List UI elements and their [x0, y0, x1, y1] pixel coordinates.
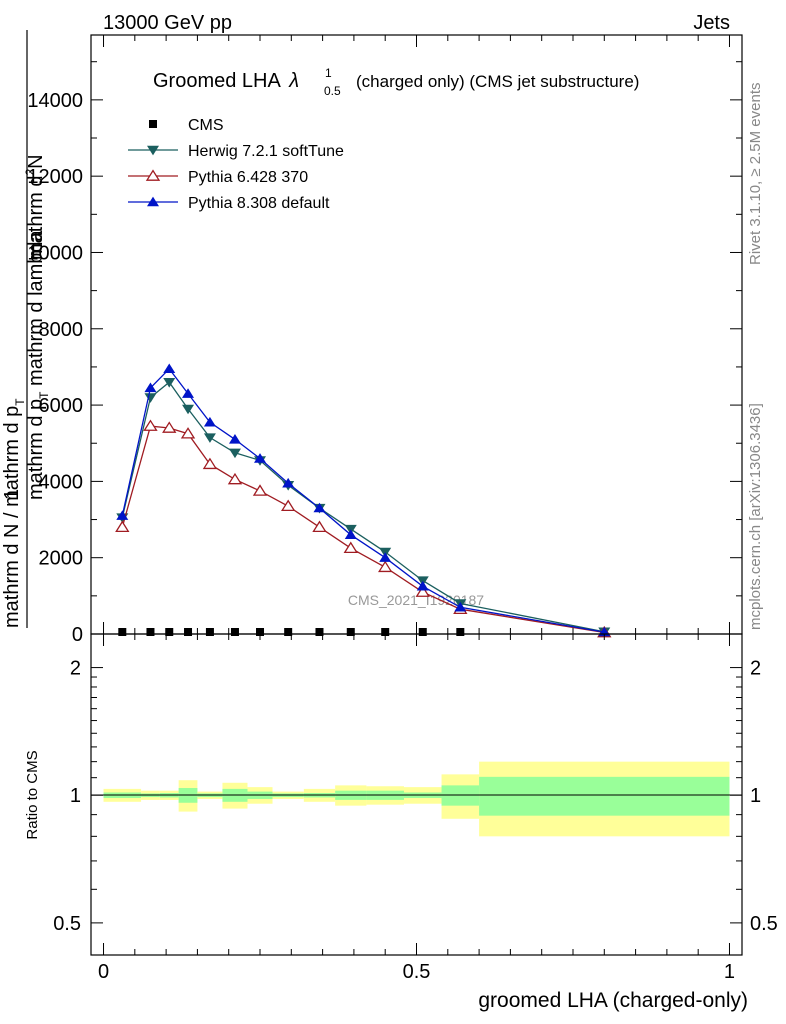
y-tick-label: 0 [72, 624, 83, 646]
x-tick-label: 0.5 [403, 961, 431, 983]
ylabel-denominator: mathrm d N / mathrm d pT [1, 398, 27, 628]
data-point [281, 499, 296, 512]
legend-marker [145, 169, 161, 181]
data-point [379, 552, 392, 562]
ylabel-top: mathrm d2N [23, 154, 47, 260]
x-tick-labels: 0 0.5 1 [98, 961, 735, 983]
ratio-tick-label: 2 [70, 658, 81, 680]
legend-marker [147, 145, 159, 156]
chart-title: Groomed LHA λ [153, 70, 299, 92]
data-point [454, 601, 467, 612]
data-point [146, 628, 155, 636]
data-point [312, 520, 327, 533]
data-point [115, 520, 130, 533]
series-layer [115, 363, 612, 638]
data-point [163, 363, 176, 374]
legend: CMS Herwig 7.2.1 softTune Pythia 6.428 370… [128, 117, 344, 212]
ylabel-bottom: mathrm d pT mathrm d lambda [25, 229, 51, 500]
ratio-y-label: Ratio to CMS [24, 750, 41, 839]
data-point [252, 484, 268, 496]
data-point [315, 628, 324, 636]
data-point [230, 628, 239, 636]
data-point [116, 510, 129, 520]
data-point [180, 427, 196, 439]
ratio-tick-label-right: 0.5 [750, 913, 778, 935]
header-right: Jets [693, 12, 730, 34]
data-point [227, 472, 243, 485]
data-point [378, 560, 393, 573]
data-point [416, 580, 429, 591]
data-point [256, 628, 265, 636]
data-point [284, 628, 293, 636]
ratio-bands [103, 761, 730, 837]
data-point [228, 448, 241, 459]
x-tick-label: 1 [724, 961, 735, 983]
main-ytick-labels: 0 2000 4000 6000 8000 10000 12000 14000 [27, 90, 83, 646]
data-point [205, 628, 214, 636]
ratio-tick-label-right: 1 [750, 785, 761, 807]
x-tick-label: 0 [98, 961, 109, 983]
legend-marker [147, 196, 159, 207]
y-tick-label: 12000 [27, 166, 83, 188]
data-point [415, 585, 430, 597]
data-point [203, 416, 216, 427]
y-tick-label: 4000 [39, 471, 84, 493]
data-point [254, 453, 267, 463]
data-point [162, 421, 177, 433]
ratio-tick-label-right: 2 [750, 658, 761, 680]
data-point [203, 433, 216, 443]
y-tick-label: 14000 [27, 90, 83, 112]
legend-marker [149, 120, 157, 128]
mcplots-label: mcplots.cern.ch [arXiv:1306.3436] [747, 403, 764, 630]
legend-label: Pythia 8.308 default [188, 195, 330, 212]
data-point [313, 502, 326, 513]
data-point [118, 628, 127, 636]
chart-title-sub: 0.5 [324, 84, 341, 98]
data-point [343, 541, 358, 554]
data-point [381, 628, 390, 636]
chart-title-sup: 1 [325, 66, 332, 80]
y-tick-label: 2000 [39, 548, 84, 570]
ratio-tick-label: 0.5 [53, 913, 81, 935]
data-point [346, 628, 355, 636]
ratio-tick-label: 1 [70, 785, 81, 807]
data-point [144, 393, 157, 403]
data-point [143, 419, 158, 431]
rivet-label: Rivet 3.1.10, ≥ 2.5M events [747, 83, 764, 266]
series-line [121, 381, 605, 633]
data-point [165, 628, 174, 636]
x-axis-label: groomed LHA (charged-only) [478, 989, 748, 1012]
ratio-tick-labels: 0.5 0.5 1 1 2 2 [53, 658, 778, 935]
header-left: 13000 GeV pp [103, 12, 232, 34]
ratio-stat-band [441, 785, 480, 806]
ratio-ticks [91, 634, 742, 955]
main-y-label: mathrm d2N mathrm d pT mathrm d lambda 1… [1, 30, 51, 628]
legend-label: Herwig 7.2.1 softTune [188, 143, 344, 160]
data-point [418, 628, 427, 636]
data-point [344, 529, 357, 540]
data-point [282, 477, 295, 488]
legend-label: Pythia 6.428 370 [188, 169, 308, 186]
data-point [184, 628, 193, 636]
ratio-stat-band [479, 776, 730, 816]
y-tick-label: 8000 [39, 319, 84, 341]
data-point [228, 434, 241, 444]
data-point [202, 457, 218, 470]
legend-label: CMS [188, 117, 224, 134]
data-point [144, 382, 157, 393]
data-point [456, 628, 465, 636]
data-point [182, 404, 195, 415]
ylabel-one: 1 [1, 489, 23, 500]
data-point [163, 377, 176, 388]
y-tick-label: 10000 [27, 242, 83, 264]
y-tick-label: 6000 [39, 395, 84, 417]
chart-title-suffix: (charged only) (CMS jet substructure) [356, 72, 639, 91]
data-point [182, 388, 195, 398]
